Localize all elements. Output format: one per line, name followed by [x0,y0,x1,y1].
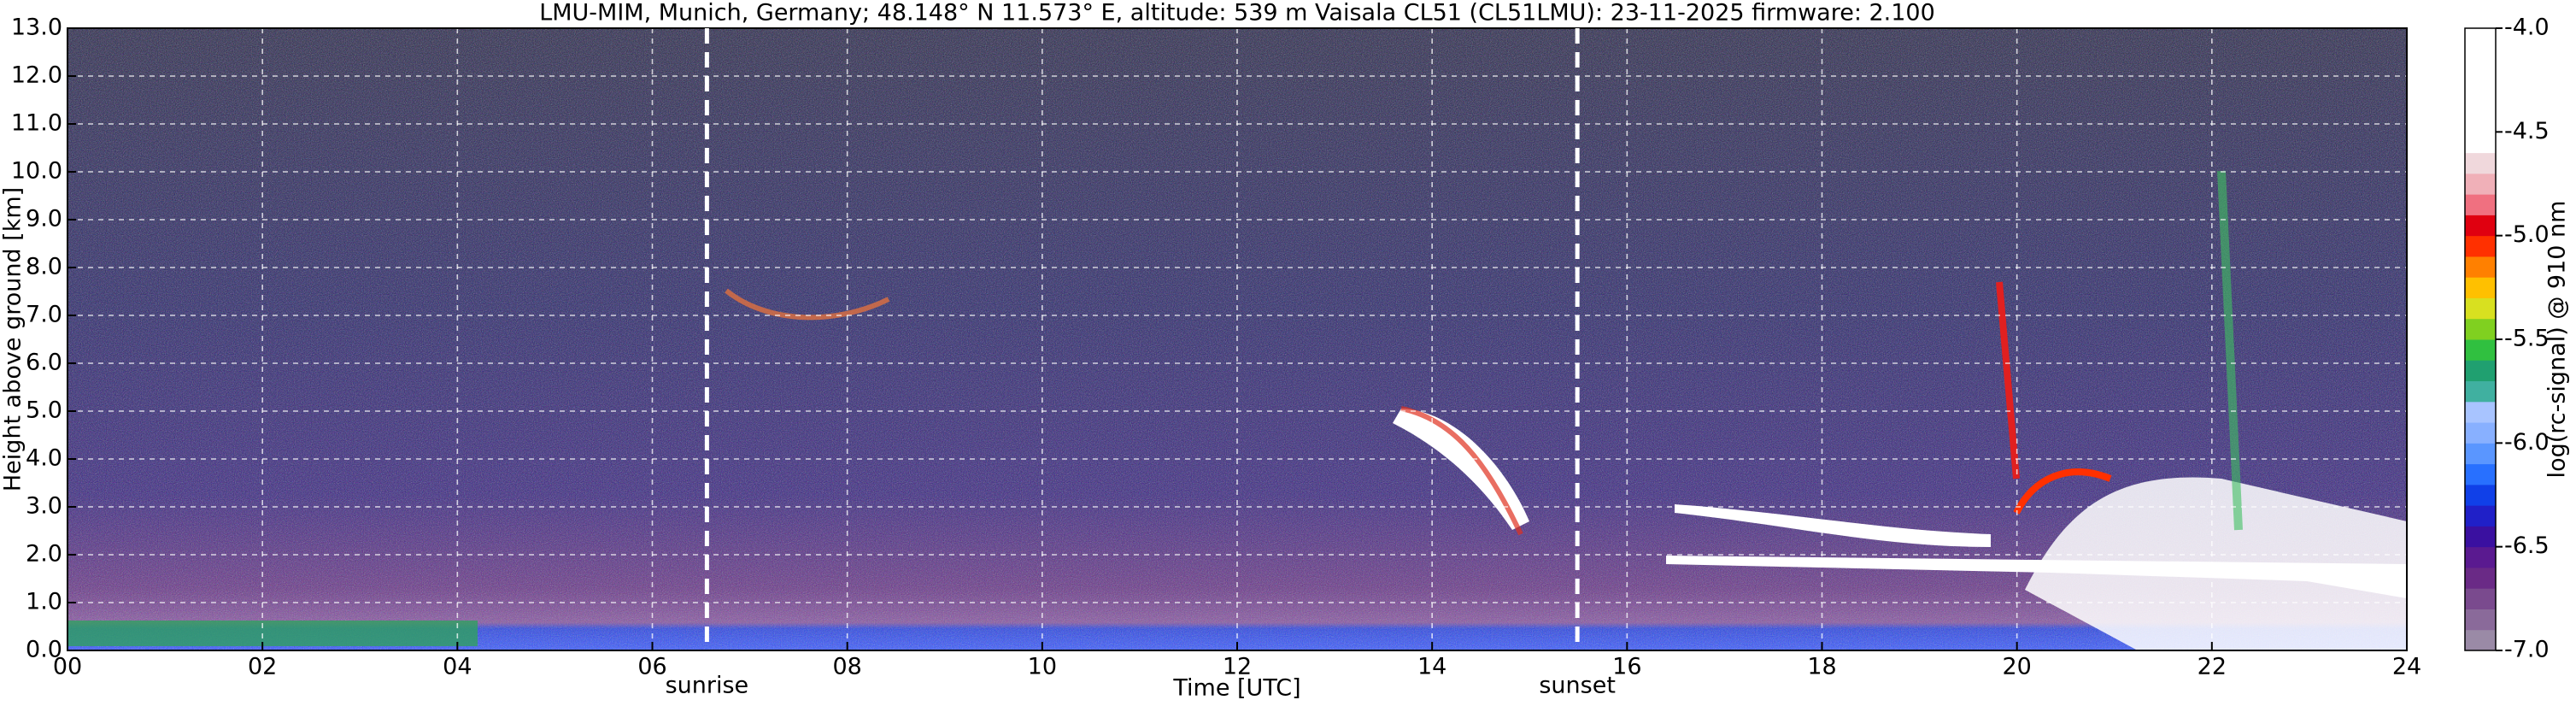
colorbar-swatch [2465,505,2496,527]
plot-frame [67,27,2408,651]
colorbar-tick-label: -6.0 [2504,429,2550,456]
colorbar-swatch [2465,588,2496,609]
y-tick-label: 3.0 [26,493,62,520]
x-tick-label: 08 [832,654,861,680]
y-tick-label: 4.0 [26,445,62,472]
colorbar-swatch [2465,339,2496,361]
x-tick-label: 24 [2392,654,2421,680]
colorbar-swatch [2465,318,2496,340]
colorbar-swatch [2465,49,2496,71]
colorbar-tick-label: -5.0 [2504,221,2550,248]
colorbar-swatch [2465,422,2496,444]
colorbar-tick-label: -4.5 [2504,118,2550,144]
y-tick-label: 13.0 [11,15,62,41]
colorbar-swatch [2465,401,2496,423]
colorbar-swatch [2465,111,2496,132]
colorbar-swatch [2465,567,2496,589]
x-tick-label: 20 [2002,654,2031,680]
colorbar-tick-label: -5.5 [2504,326,2550,352]
colorbar-swatch [2465,297,2496,320]
y-tick-label: 12.0 [11,62,62,89]
x-tick-label: 06 [637,654,666,680]
colorbar-swatch [2465,194,2496,215]
colorbar-swatch [2465,90,2496,112]
x-tick-label: 18 [1807,654,1836,680]
event-label: sunset [1539,673,1616,699]
colorbar-swatch [2465,609,2496,631]
colorbar-swatch [2465,69,2496,91]
y-tick-label: 5.0 [26,397,62,424]
y-tick-label: 2.0 [26,541,62,568]
axes [67,27,2408,651]
y-tick-label: 8.0 [26,254,62,280]
colorbar-tick-label: -7.0 [2504,637,2550,663]
x-tick-label: 10 [1028,654,1057,680]
colorbar-swatch [2465,360,2496,382]
colorbar-swatch [2465,152,2496,174]
x-tick-label: 22 [2198,654,2227,680]
x-tick-label: 04 [443,654,472,680]
colorbar-swatch [2465,443,2496,465]
colorbar-tick-label: -4.0 [2504,15,2550,41]
x-tick-label: 12 [1223,654,1252,680]
y-tick-label: 10.0 [11,158,62,185]
colorbar-swatch [2465,463,2496,485]
colorbar-swatch [2465,132,2496,154]
event-label: sunrise [666,673,749,699]
x-tick-label: 14 [1417,654,1446,680]
colorbar-swatch [2465,215,2496,237]
colorbar-swatch [2465,380,2496,403]
x-tick-label: 00 [53,654,82,680]
colorbar-swatch [2465,277,2496,298]
x-tick-label: 02 [248,654,277,680]
colorbar-swatch [2465,484,2496,506]
x-axis-label: Time [UTC] [1172,675,1300,702]
y-tick-label: 11.0 [11,110,62,137]
chart-title: LMU-MIM, Munich, Germany; 48.148° N 11.5… [539,0,1935,26]
y-tick-label: 1.0 [26,589,62,615]
colorbar-label: log(rc-signal) @ 910 nm [2544,201,2571,479]
y-tick-label: 6.0 [26,350,62,376]
colorbar-swatch [2465,629,2496,651]
colorbar-swatch [2465,173,2496,195]
y-tick-label: 9.0 [26,206,62,232]
y-tick-label: 0.0 [26,637,62,663]
colorbar-tick-label: -6.5 [2504,532,2550,559]
colorbar-swatch [2465,546,2496,568]
colorbar-swatch [2465,28,2496,50]
colorbar-swatch [2465,235,2496,257]
colorbar-swatch [2465,256,2496,278]
y-tick-label: 7.0 [26,302,62,328]
x-tick-label: 16 [1612,654,1641,680]
colorbar-swatch [2465,526,2496,548]
y-axis-label: Height above ground [km] [0,187,26,491]
